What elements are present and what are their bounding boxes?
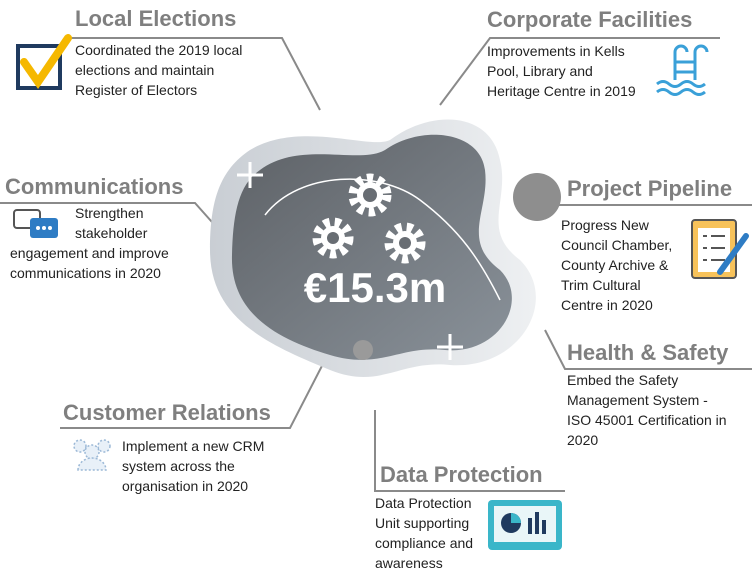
section-text: compliance and (375, 535, 473, 551)
section-text: Data Protection (375, 495, 472, 511)
section-text: communications in 2020 (10, 265, 161, 281)
sections: Local Elections Coordinated the 2019 loca… (5, 6, 732, 571)
section-text: Embed the Safety (567, 372, 678, 388)
section-text: County Archive & (561, 257, 669, 273)
section-title: Project Pipeline (567, 176, 732, 201)
section-text: system across the (122, 458, 235, 474)
section-text: Implement a new CRM (122, 438, 264, 454)
section-text: 2020 (567, 432, 598, 448)
section-text: ISO 45001 Certification in (567, 412, 727, 428)
section-title: Local Elections (75, 6, 236, 31)
section-text: Centre in 2020 (561, 297, 653, 313)
section-text: engagement and improve (10, 245, 169, 261)
section-title: Corporate Facilities (487, 7, 692, 32)
connectors (0, 37, 752, 492)
section-text: Unit supporting (375, 515, 469, 531)
section-text: Management System - (567, 392, 708, 408)
center-amount: €15.3m (304, 264, 446, 311)
section-text: awareness (375, 555, 443, 571)
section-text: Progress New (561, 217, 650, 233)
section-text: organisation in 2020 (122, 478, 248, 494)
section-title: Data Protection (380, 462, 543, 487)
section-text: Register of Electors (75, 82, 197, 98)
section-title: Customer Relations (63, 400, 271, 425)
section-text: Strengthen (75, 205, 144, 221)
section-text: elections and maintain (75, 62, 214, 78)
section-text: Heritage Centre in 2019 (487, 83, 636, 99)
section-title: Communications (5, 174, 183, 199)
center-graphic: €15.3m (210, 119, 561, 377)
section-text: Improvements in Kells (487, 43, 625, 59)
section-text: Trim Cultural (561, 277, 641, 293)
section-title: Health & Safety (567, 340, 729, 365)
section-text: stakeholder (75, 225, 148, 241)
icons (13, 34, 749, 550)
section-text: Council Chamber, (561, 237, 672, 253)
section-text: Coordinated the 2019 local (75, 42, 242, 58)
section-text: Pool, Library and (487, 63, 593, 79)
